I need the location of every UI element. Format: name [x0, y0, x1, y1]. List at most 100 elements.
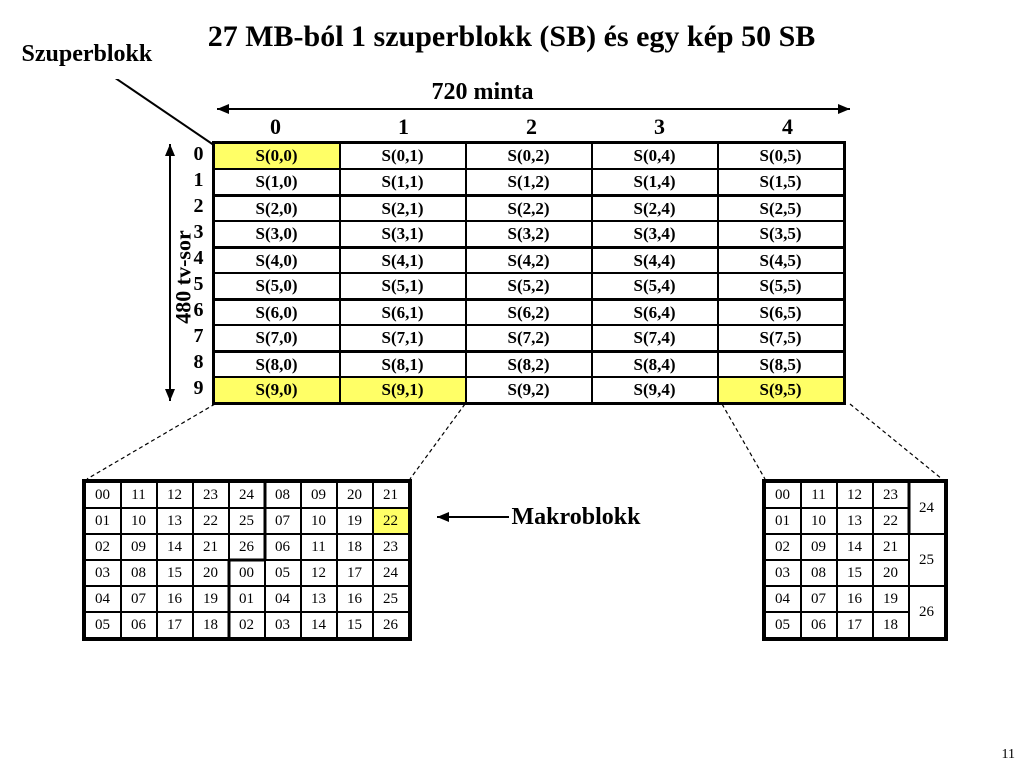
table-cell: S(9,0) [214, 377, 340, 403]
table-cell: S(9,2) [466, 377, 592, 403]
table-cell: 08 [121, 560, 157, 586]
col-header: 4 [724, 114, 852, 140]
table-cell: S(5,5) [718, 273, 844, 299]
table-cell: 07 [801, 586, 837, 612]
table-cell: 02 [765, 534, 801, 560]
table-cell: 11 [801, 482, 837, 508]
table-cell: 23 [193, 482, 229, 508]
table-cell: S(6,1) [340, 299, 466, 325]
col-headers: 01234 [212, 114, 852, 140]
table-cell: S(9,4) [592, 377, 718, 403]
table-cell: 12 [157, 482, 193, 508]
table-cell: S(3,2) [466, 221, 592, 247]
table-row: S(8,0)S(8,1)S(8,2)S(8,4)S(8,5) [214, 351, 844, 377]
table-cell: S(0,2) [466, 143, 592, 169]
table-cell: S(0,5) [718, 143, 844, 169]
table-cell: 19 [873, 586, 909, 612]
table-cell: S(7,4) [592, 325, 718, 351]
table-cell: 15 [157, 560, 193, 586]
table-cell: 08 [801, 560, 837, 586]
col-header: 0 [212, 114, 340, 140]
table-cell: 12 [301, 560, 337, 586]
table-row: S(1,0)S(1,1)S(1,2)S(1,4)S(1,5) [214, 169, 844, 195]
table-cell: S(9,1) [340, 377, 466, 403]
table-cell: 19 [337, 508, 373, 534]
table-cell: 17 [337, 560, 373, 586]
szuperblokk-label: Szuperblokk [22, 41, 153, 68]
table-cell: 15 [837, 560, 873, 586]
table-cell: S(2,5) [718, 195, 844, 221]
table-cell: S(8,0) [214, 351, 340, 377]
table-cell: 22 [193, 508, 229, 534]
table-cell: S(2,2) [466, 195, 592, 221]
table-cell: 17 [837, 612, 873, 638]
table-row: S(3,0)S(3,1)S(3,2)S(3,4)S(3,5) [214, 221, 844, 247]
table-row: 03081520 [765, 560, 909, 586]
table-cell: 14 [157, 534, 193, 560]
table-cell: 09 [801, 534, 837, 560]
table-cell: S(1,2) [466, 169, 592, 195]
table-cell: 13 [301, 586, 337, 612]
row-header: 8 [184, 349, 204, 375]
table-cell: S(5,4) [592, 273, 718, 299]
table-cell: S(1,4) [592, 169, 718, 195]
table-cell: S(1,1) [340, 169, 466, 195]
table-cell: 23 [373, 534, 409, 560]
table-cell: S(1,0) [214, 169, 340, 195]
table-cell: 00 [85, 482, 121, 508]
table-cell: S(8,2) [466, 351, 592, 377]
table-cell: 13 [157, 508, 193, 534]
table-cell: S(1,5) [718, 169, 844, 195]
col-header: 1 [340, 114, 468, 140]
table-cell: S(8,5) [718, 351, 844, 377]
table-cell: S(6,0) [214, 299, 340, 325]
col-header: 3 [596, 114, 724, 140]
table-cell: 21 [373, 482, 409, 508]
table-cell: 00 [229, 560, 265, 586]
table-cell: 10 [301, 508, 337, 534]
table-cell: 09 [301, 482, 337, 508]
table-cell: S(5,0) [214, 273, 340, 299]
table-cell: S(4,0) [214, 247, 340, 273]
row-header: 7 [184, 323, 204, 349]
row-header: 2 [184, 193, 204, 219]
table-cell: S(0,4) [592, 143, 718, 169]
table-cell: 21 [193, 534, 229, 560]
table-cell: S(4,4) [592, 247, 718, 273]
table-cell: 07 [265, 508, 301, 534]
table-cell: 21 [873, 534, 909, 560]
table-cell: 16 [837, 586, 873, 612]
table-cell: S(6,4) [592, 299, 718, 325]
table-row: 030815200005121724 [85, 560, 409, 586]
table-cell: S(5,1) [340, 273, 466, 299]
table-row: 020914212606111823 [85, 534, 409, 560]
table-cell: 20 [193, 560, 229, 586]
table-row: 001112232408092021 [85, 482, 409, 508]
table-cell: 02 [85, 534, 121, 560]
table-cell: S(8,1) [340, 351, 466, 377]
table-cell: 15 [337, 612, 373, 638]
table-cell: 05 [765, 612, 801, 638]
table-cell: 04 [85, 586, 121, 612]
table-cell: 04 [265, 586, 301, 612]
table-cell: 18 [193, 612, 229, 638]
table-row: 04071619 [765, 586, 909, 612]
table-cell: S(0,0) [214, 143, 340, 169]
table-cell: 01 [765, 508, 801, 534]
table-cell: S(3,5) [718, 221, 844, 247]
col-header: 2 [468, 114, 596, 140]
table-cell: S(3,4) [592, 221, 718, 247]
table-row: S(2,0)S(2,1)S(2,2)S(2,4)S(2,5) [214, 195, 844, 221]
table-cell: S(3,0) [214, 221, 340, 247]
table-cell: S(2,0) [214, 195, 340, 221]
table-cell: 20 [337, 482, 373, 508]
table-cell: S(4,5) [718, 247, 844, 273]
table-cell: 02 [229, 612, 265, 638]
table-cell: 07 [121, 586, 157, 612]
table-cell: S(4,2) [466, 247, 592, 273]
table-cell: S(2,1) [340, 195, 466, 221]
table-cell: 25 [229, 508, 265, 534]
table-row: S(7,0)S(7,1)S(7,2)S(7,4)S(7,5) [214, 325, 844, 351]
table-row: 00111223 [765, 482, 909, 508]
table-row: 050617180203141526 [85, 612, 409, 638]
